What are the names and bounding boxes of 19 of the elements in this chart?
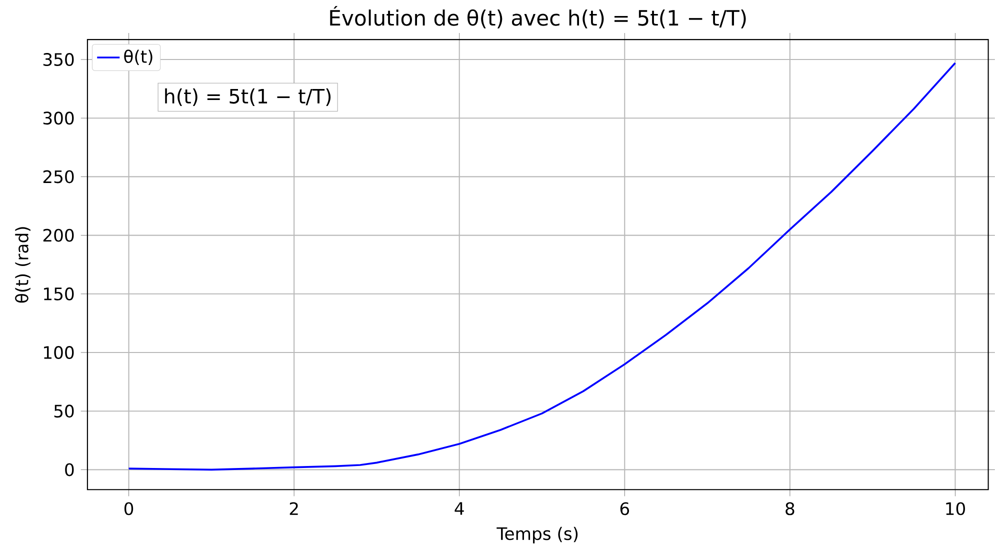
x-tick-label: 4 (454, 502, 464, 515)
y-tick-label: 100 (44, 346, 74, 359)
y-tick-label: 50 (54, 404, 74, 418)
x-tick-label: 10 (946, 502, 965, 516)
y-tick-label: 0 (65, 463, 74, 476)
x-tick-label: 2 (290, 502, 298, 515)
chart-title: Évolution de θ(t) avec h(t) = 5t(1 − t/T) (330, 6, 746, 28)
y-tick-label: 200 (43, 228, 74, 242)
y-tick-label: 250 (43, 170, 74, 184)
x-tick-label: 6 (620, 502, 630, 516)
legend-label: θ(t) (124, 50, 152, 65)
y-tick-label: 150 (44, 287, 74, 300)
x-tick-label: 0 (124, 502, 134, 516)
y-tick-label: 350 (43, 52, 74, 66)
x-tick-label: 8 (786, 502, 794, 516)
x-axis-title: Temps (s) (496, 526, 578, 544)
y-tick-label: 300 (43, 112, 74, 125)
annotation: h(t) = 5t(1 − t/T) (165, 88, 331, 106)
y-axis-title: θ(t) (rad) (15, 227, 30, 303)
